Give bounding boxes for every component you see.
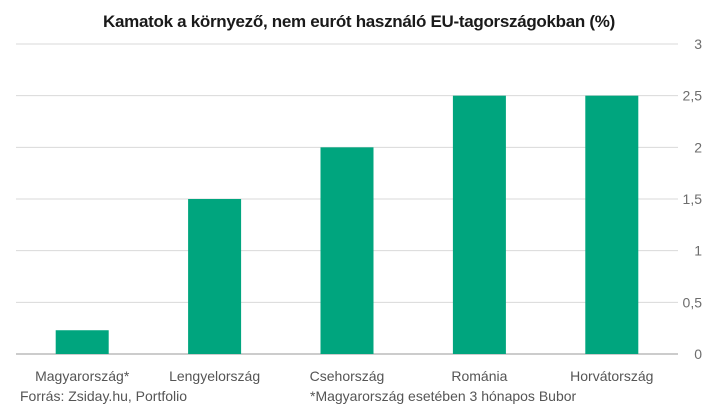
y-tick-label: 0 [694,346,702,362]
bar [320,147,374,354]
y-tick-label: 3 [694,36,702,52]
y-tick-label: 1,5 [683,191,703,207]
x-category-label: Horvátország [570,368,653,384]
source-note: Forrás: Zsiday.hu, Portfolio [20,388,188,404]
y-tick-label: 0,5 [683,294,703,310]
x-category-label: Lengyelország [169,368,260,384]
chart-title: Kamatok a környező, nem eurót használó E… [103,12,615,31]
bar [55,330,109,354]
x-category-label: Magyarország* [35,368,130,384]
bar [188,199,242,354]
y-tick-label: 2 [694,139,702,155]
footnote: *Magyarország esetében 3 hónapos Bubor [310,388,577,404]
y-tick-label: 2,5 [683,88,703,104]
bar [585,95,639,355]
x-category-label: Csehország [310,368,385,384]
y-tick-label: 1 [694,243,702,259]
x-category-label: Románia [451,368,507,384]
bar [452,95,506,355]
